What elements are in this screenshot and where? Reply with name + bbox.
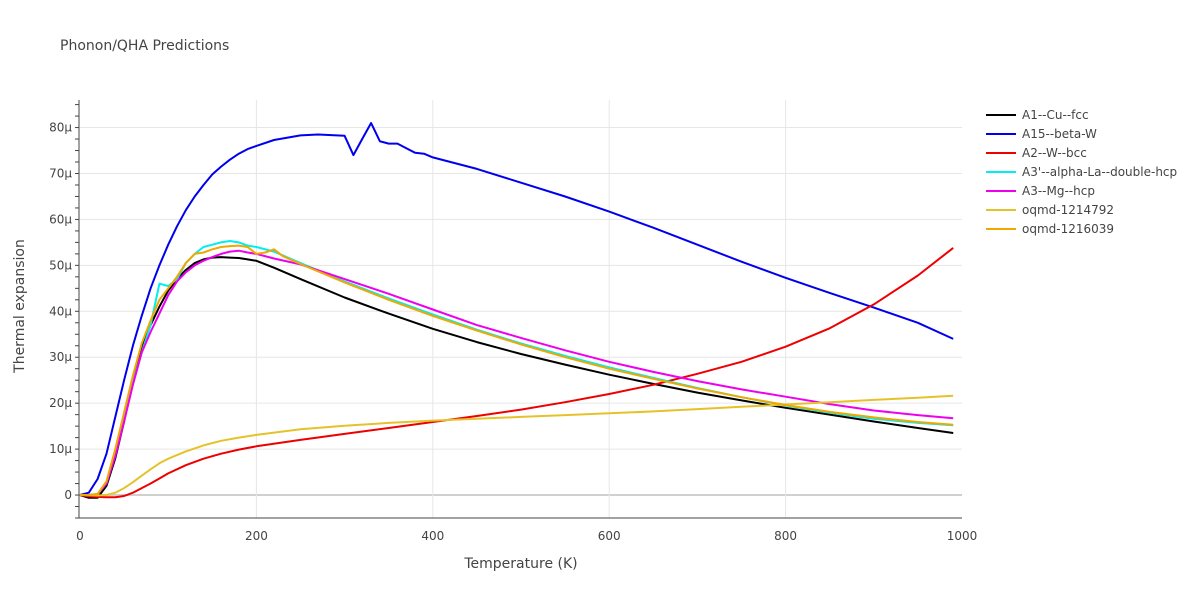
legend-label: oqmd-1216039	[1022, 222, 1114, 236]
legend-item[interactable]: A2--W--bcc	[986, 146, 1087, 160]
x-tick-label: 200	[245, 529, 268, 543]
legend-label: A3--Mg--hcp	[1022, 184, 1095, 198]
legend-label: A1--Cu--fcc	[1022, 108, 1089, 122]
axes-layer: 0 10μ 20μ 30μ 40μ 50μ 60μ 70μ 80μ 0 200 400 600 800 10…	[49, 100, 977, 543]
x-tick-label: 800	[774, 529, 797, 543]
legend-item[interactable]: A1--Cu--fcc	[986, 108, 1089, 122]
series-line-4[interactable]	[80, 249, 954, 496]
legend[interactable]: A1--Cu--fcc A15--beta-W A2--W--bcc A3'--alp…	[986, 108, 1177, 236]
x-tick-label: 0	[76, 529, 84, 543]
series-layer[interactable]	[79, 122, 954, 499]
legend-item[interactable]: A3'--alpha-La--double-hcp	[986, 165, 1177, 179]
y-tick-label: 80μ	[49, 121, 72, 135]
y-tick-label: 70μ	[49, 166, 72, 180]
series-line-2[interactable]	[79, 247, 954, 499]
y-tick-label: 60μ	[49, 212, 72, 226]
y-tick-label: 50μ	[49, 258, 72, 272]
series-line-1[interactable]	[79, 122, 954, 496]
y-tick-label: 40μ	[49, 304, 72, 318]
legend-item[interactable]: A15--beta-W	[986, 127, 1097, 141]
series-line-5[interactable]	[79, 394, 954, 497]
y-tick-label: 10μ	[49, 442, 72, 456]
y-tick-label: 0	[64, 488, 72, 502]
y-axis-title: Thermal expansion	[12, 239, 28, 374]
legend-label: oqmd-1214792	[1022, 203, 1114, 217]
chart-title: Phonon/QHA Predictions	[60, 38, 229, 54]
legend-label: A3'--alpha-La--double-hcp	[1022, 165, 1177, 179]
y-tick-label: 20μ	[49, 396, 72, 410]
series-line-6[interactable]	[80, 244, 954, 496]
x-axis-title: Temperature (K)	[463, 556, 577, 572]
legend-label: A15--beta-W	[1022, 127, 1097, 141]
x-tick-label: 600	[598, 529, 621, 543]
legend-item[interactable]: oqmd-1216039	[986, 222, 1114, 236]
x-tick-label: 400	[421, 529, 444, 543]
legend-item[interactable]: A3--Mg--hcp	[986, 184, 1095, 198]
legend-item[interactable]: oqmd-1214792	[986, 203, 1114, 217]
grid-layer	[80, 100, 962, 518]
legend-label: A2--W--bcc	[1022, 146, 1087, 160]
x-tick-label: 1000	[947, 529, 978, 543]
y-tick-label: 30μ	[49, 350, 72, 364]
